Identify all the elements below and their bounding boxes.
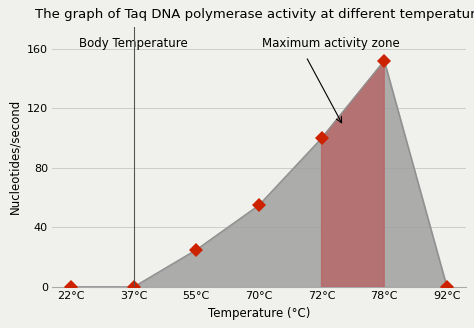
X-axis label: Temperature (°C): Temperature (°C) [208, 307, 310, 320]
Text: Maximum activity zone: Maximum activity zone [262, 37, 400, 50]
Polygon shape [321, 61, 384, 287]
Title: The graph of Taq DNA polymerase activity at different temperature: The graph of Taq DNA polymerase activity… [35, 8, 474, 21]
Text: Body Temperature: Body Temperature [79, 37, 188, 50]
Y-axis label: Nucleotides/second: Nucleotides/second [9, 99, 21, 215]
